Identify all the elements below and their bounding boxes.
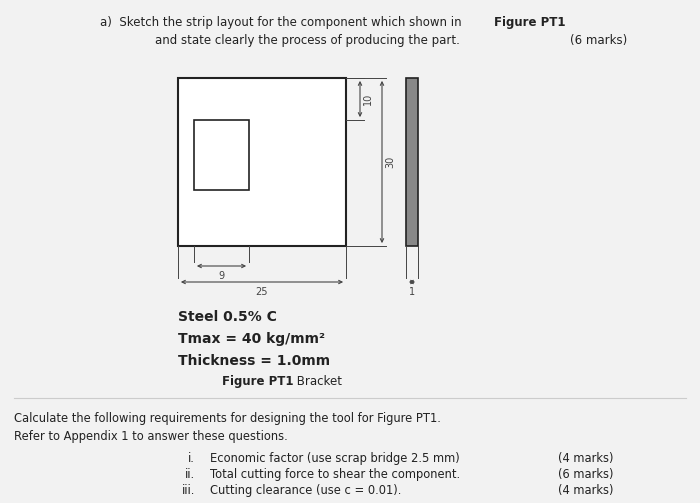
Text: a)  Sketch the strip layout for the component which shown in: a) Sketch the strip layout for the compo…: [100, 16, 466, 29]
Text: Bracket: Bracket: [293, 375, 342, 388]
Text: 25: 25: [256, 287, 268, 297]
Text: (6 marks): (6 marks): [570, 34, 627, 46]
Text: Figure PT1: Figure PT1: [221, 375, 293, 388]
Text: Refer to Appendix 1 to answer these questions.: Refer to Appendix 1 to answer these ques…: [14, 430, 288, 443]
Text: 10: 10: [363, 93, 373, 105]
Text: Economic factor (use scrap bridge 2.5 mm): Economic factor (use scrap bridge 2.5 mm…: [210, 452, 460, 465]
Text: 1: 1: [409, 287, 415, 297]
Text: Calculate the following requirements for designing the tool for Figure PT1.: Calculate the following requirements for…: [14, 412, 441, 425]
Text: (6 marks): (6 marks): [558, 468, 613, 481]
Bar: [194, 120, 249, 190]
Text: Steel 0.5% C: Steel 0.5% C: [178, 310, 277, 324]
Text: Total cutting force to shear the component.: Total cutting force to shear the compone…: [210, 468, 460, 481]
Text: (4 marks): (4 marks): [558, 452, 613, 465]
Text: iii.: iii.: [181, 484, 195, 497]
Bar: [178, 78, 346, 246]
Text: and state clearly the process of producing the part.: and state clearly the process of produci…: [155, 34, 460, 46]
Text: ii.: ii.: [185, 468, 195, 481]
Text: i.: i.: [188, 452, 195, 465]
Text: (4 marks): (4 marks): [558, 484, 613, 497]
Text: Tmax = 40 kg/mm²: Tmax = 40 kg/mm²: [178, 332, 325, 346]
Text: 9: 9: [218, 271, 225, 281]
Bar: [406, 78, 418, 246]
Text: Cutting clearance (use c = 0.01).: Cutting clearance (use c = 0.01).: [210, 484, 401, 497]
Text: Figure PT1: Figure PT1: [494, 16, 566, 29]
Text: Thickness = 1.0mm: Thickness = 1.0mm: [178, 354, 330, 368]
Text: 30: 30: [385, 156, 395, 168]
